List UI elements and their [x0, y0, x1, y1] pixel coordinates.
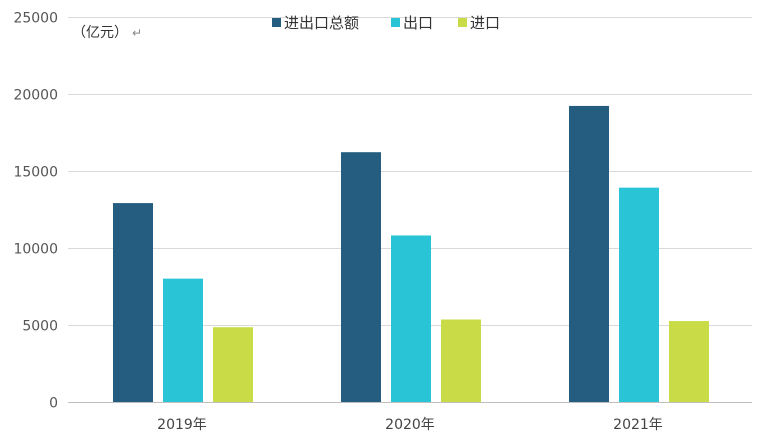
- y-tick-label: 20000: [13, 88, 58, 104]
- x-tick-label: 2020年: [385, 417, 435, 433]
- bar: [341, 152, 381, 402]
- category-labels: 2019年 2020年 2021年: [157, 417, 663, 433]
- legend-swatch: [272, 18, 281, 27]
- legend-swatch: [458, 18, 467, 27]
- legend-label: 出口: [403, 14, 433, 32]
- y-tick-label: 25000: [13, 11, 58, 27]
- x-tick-label: 2021年: [613, 417, 663, 433]
- bar: [113, 203, 153, 402]
- y-tick-label: 10000: [13, 242, 58, 258]
- unit-label-text: （亿元）: [72, 25, 128, 41]
- bar: [619, 187, 659, 402]
- bars: [113, 105, 709, 402]
- bar: [391, 235, 431, 402]
- unit-label: （亿元） ↵: [72, 25, 142, 41]
- bar: [213, 327, 253, 402]
- y-tick-labels: 0 5000 10000 15000 20000 25000: [13, 11, 58, 412]
- bar: [441, 319, 481, 402]
- y-tick-label: 5000: [22, 319, 58, 335]
- bar: [163, 278, 203, 402]
- return-mark: ↵: [132, 26, 142, 40]
- legend-label: 进口: [470, 14, 500, 32]
- legend-swatch: [391, 18, 400, 27]
- y-tick-label: 0: [49, 396, 58, 412]
- x-tick-label: 2019年: [157, 417, 207, 433]
- legend-label: 进出口总额: [284, 14, 359, 32]
- bar: [669, 321, 709, 402]
- legend: 进出口总额 出口 进口: [272, 14, 500, 32]
- y-tick-label: 15000: [13, 165, 58, 181]
- bar: [569, 105, 609, 402]
